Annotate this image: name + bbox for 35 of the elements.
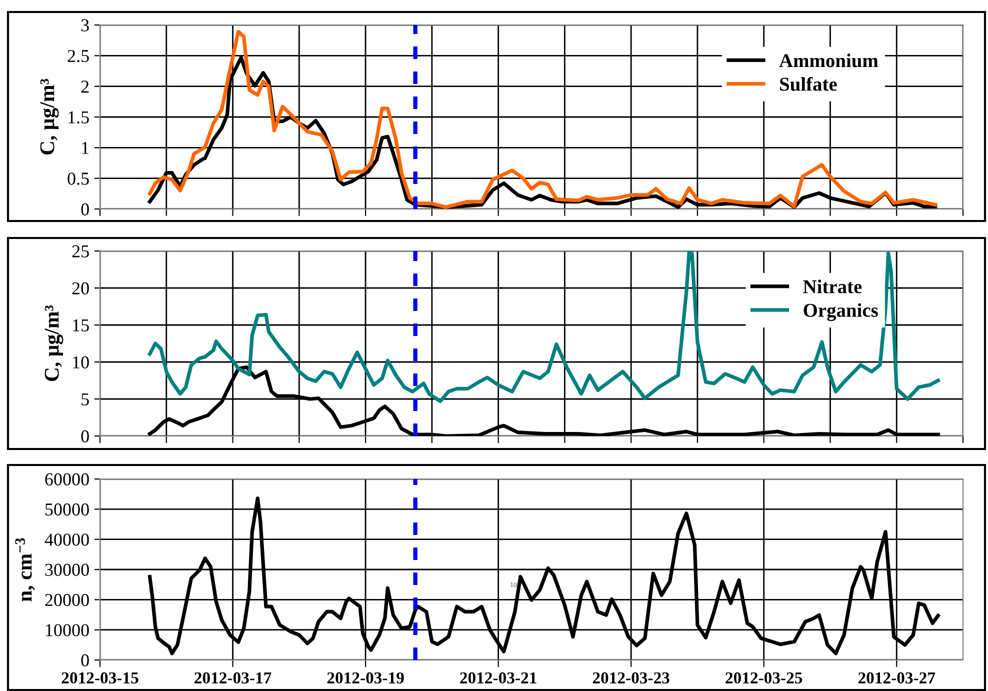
y-tick-label: 30000 xyxy=(45,564,89,576)
y-axis-title: C, μg/m³ xyxy=(40,78,59,155)
y-tick-label: 5 xyxy=(82,393,89,406)
y-tick-label: 1.5 xyxy=(68,111,89,124)
line-series xyxy=(148,251,940,404)
legend-label: Sulfate xyxy=(780,76,837,91)
y-tick-label: 10 xyxy=(73,356,89,368)
legend-label: Nitrate xyxy=(803,280,862,294)
y-tick-label: 20000 xyxy=(45,594,89,606)
y-tick-label: 0 xyxy=(81,654,89,666)
y-tick-label: 0.5 xyxy=(68,172,89,185)
y-tick-label: 10000 xyxy=(46,624,89,636)
y-tick-label: 40000 xyxy=(44,534,89,546)
x-tick-label: 2012-03-21 xyxy=(460,672,536,684)
y-tick-label: 3 xyxy=(81,19,89,32)
y-tick-label: 25 xyxy=(72,245,89,258)
y-tick-label: 15 xyxy=(73,319,89,332)
legend-label: Organics xyxy=(804,303,878,321)
x-tick-label: 2012-03-17 xyxy=(194,672,272,684)
y-axis-title: n, cm$^{−3}$ xyxy=(15,538,35,602)
x-tick-label: 2012-03-19 xyxy=(327,672,404,684)
y-tick-label: 50000 xyxy=(45,503,89,516)
y-tick-label: 20 xyxy=(72,282,89,294)
y-tick-label: 2 xyxy=(81,80,89,93)
y-tick-label: 60000 xyxy=(45,473,89,486)
y-tick-label: 2.5 xyxy=(68,50,89,62)
y-tick-label: 1 xyxy=(82,142,88,154)
x-tick-label: 2012-03-27 xyxy=(858,672,936,684)
y-tick-label: 0 xyxy=(81,430,89,442)
x-tick-label: 2012-03-25 xyxy=(726,672,802,684)
y-tick-label: 0 xyxy=(81,203,89,216)
x-tick-label: 2012-03-23 xyxy=(592,672,670,684)
x-tick-label: 2012-03-15 xyxy=(62,672,138,684)
legend-label: Ammonium xyxy=(779,54,878,68)
y-axis-title: C, μg/m³ xyxy=(44,305,64,382)
